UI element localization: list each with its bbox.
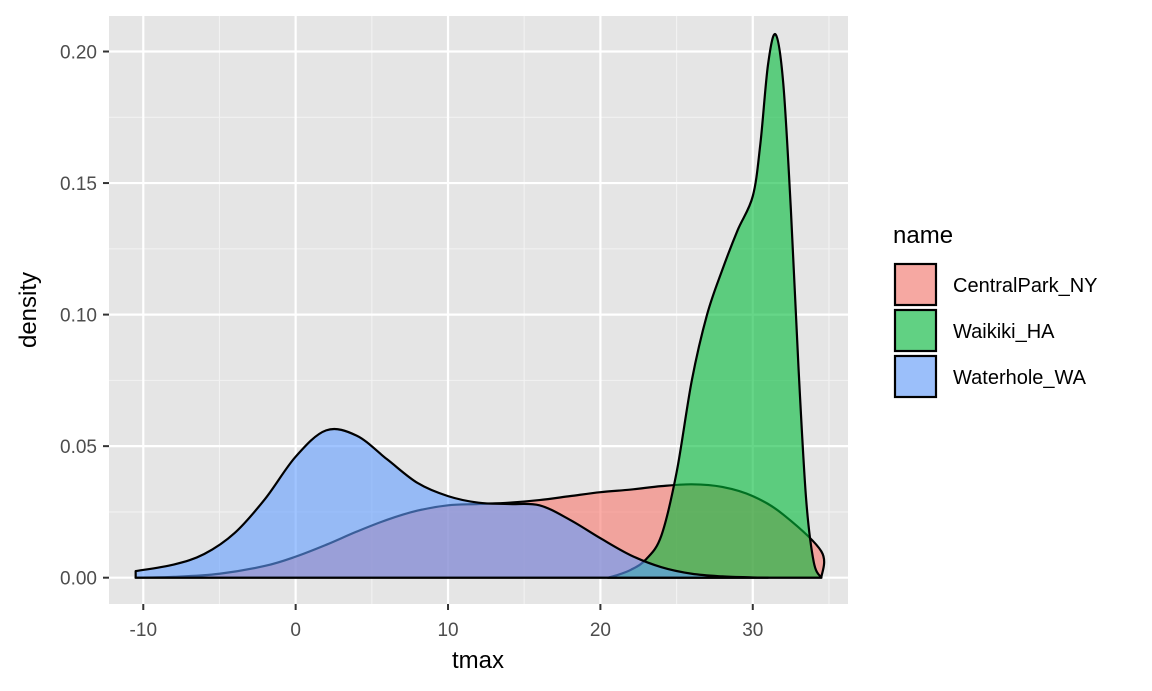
legend-label-waikiki-ha: Waikiki_HA <box>953 321 1055 343</box>
y-tick-label: 0.10 <box>60 306 97 327</box>
x-axis-title: tmax <box>452 647 504 674</box>
y-axis: 0.00 0.05 0.10 0.15 0.20 <box>60 43 109 590</box>
y-tick-label: 0.00 <box>60 569 97 590</box>
x-tick-label: 30 <box>742 620 763 641</box>
legend-label-waterhole-wa: Waterhole_WA <box>953 367 1087 389</box>
y-tick-label: 0.15 <box>60 174 97 195</box>
y-tick-label: 0.20 <box>60 43 97 64</box>
x-tick-label: 0 <box>290 620 301 641</box>
legend-title: name <box>893 222 953 249</box>
legend-label-centralpark-ny: CentralPark_NY <box>953 275 1098 297</box>
density-areas <box>134 32 826 579</box>
x-axis: -10 0 10 20 30 <box>130 604 763 641</box>
density-area-waikiki-ha <box>606 32 823 579</box>
y-tick-label: 0.05 <box>60 437 97 458</box>
legend-swatch-centralpark-ny <box>893 262 938 307</box>
y-axis-title: density <box>15 272 42 348</box>
x-tick-label: 10 <box>437 620 458 641</box>
density-area-waterhole-wa <box>134 427 770 579</box>
legend-swatch-waterhole-wa <box>893 354 938 399</box>
legend: name CentralPark_NY Waikiki_HA Waterhole_W… <box>893 222 1098 399</box>
x-tick-label: 20 <box>590 620 611 641</box>
x-tick-label: -10 <box>130 620 157 641</box>
legend-swatch-waikiki-ha <box>893 308 938 353</box>
